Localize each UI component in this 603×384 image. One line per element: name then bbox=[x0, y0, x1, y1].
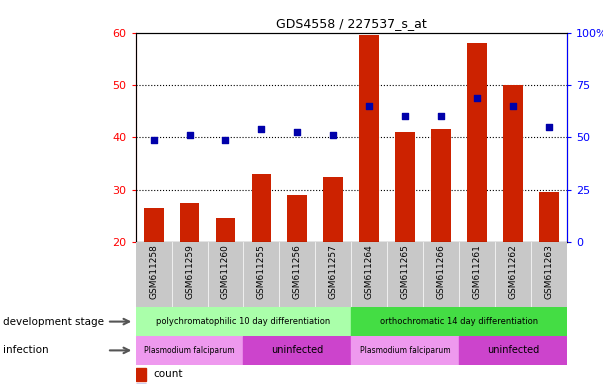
Bar bbox=[279, 242, 315, 307]
Bar bbox=[180, 203, 200, 242]
Bar bbox=[459, 242, 495, 307]
Bar bbox=[431, 129, 451, 242]
Bar bbox=[539, 192, 559, 242]
Point bbox=[436, 113, 446, 119]
Point bbox=[400, 113, 410, 119]
Point bbox=[292, 129, 302, 135]
Text: GSM611256: GSM611256 bbox=[293, 244, 302, 299]
Point bbox=[544, 124, 554, 130]
Text: count: count bbox=[153, 369, 183, 379]
Point bbox=[364, 103, 374, 109]
Bar bbox=[351, 242, 387, 307]
Bar bbox=[244, 336, 351, 365]
Text: uninfected: uninfected bbox=[487, 345, 539, 356]
Bar bbox=[136, 242, 172, 307]
Point bbox=[508, 103, 518, 109]
Text: development stage: development stage bbox=[3, 316, 104, 327]
Bar bbox=[136, 368, 147, 381]
Bar bbox=[144, 208, 163, 242]
Bar bbox=[351, 307, 567, 336]
Bar bbox=[244, 242, 279, 307]
Bar bbox=[351, 336, 459, 365]
Text: infection: infection bbox=[3, 345, 49, 356]
Bar bbox=[315, 242, 351, 307]
Bar bbox=[323, 177, 343, 242]
Bar bbox=[216, 218, 235, 242]
Bar bbox=[136, 336, 244, 365]
Bar bbox=[503, 85, 523, 242]
Point bbox=[185, 132, 194, 138]
Text: GSM611257: GSM611257 bbox=[329, 244, 338, 299]
Point bbox=[329, 132, 338, 138]
Bar bbox=[423, 242, 459, 307]
Text: GSM611265: GSM611265 bbox=[400, 244, 409, 299]
Text: GSM611261: GSM611261 bbox=[473, 244, 482, 299]
Text: orthochromatic 14 day differentiation: orthochromatic 14 day differentiation bbox=[380, 317, 538, 326]
Bar bbox=[495, 242, 531, 307]
Bar bbox=[359, 35, 379, 242]
Point bbox=[221, 137, 230, 143]
Text: GSM611266: GSM611266 bbox=[437, 244, 446, 299]
Bar bbox=[172, 242, 207, 307]
Text: Plasmodium falciparum: Plasmodium falciparum bbox=[144, 346, 235, 355]
Bar bbox=[251, 174, 271, 242]
Bar bbox=[387, 242, 423, 307]
Text: GSM611260: GSM611260 bbox=[221, 244, 230, 299]
Text: GSM611259: GSM611259 bbox=[185, 244, 194, 299]
Text: polychromatophilic 10 day differentiation: polychromatophilic 10 day differentiatio… bbox=[156, 317, 330, 326]
Text: Plasmodium falciparum: Plasmodium falciparum bbox=[360, 346, 450, 355]
Text: uninfected: uninfected bbox=[271, 345, 323, 356]
Text: GSM611255: GSM611255 bbox=[257, 244, 266, 299]
Bar bbox=[459, 336, 567, 365]
Bar bbox=[531, 242, 567, 307]
Point bbox=[257, 126, 267, 132]
Bar bbox=[395, 132, 415, 242]
Text: GSM611262: GSM611262 bbox=[508, 244, 517, 299]
Text: GSM611263: GSM611263 bbox=[545, 244, 554, 299]
Point bbox=[472, 95, 482, 101]
Text: GSM611258: GSM611258 bbox=[149, 244, 158, 299]
Bar bbox=[467, 43, 487, 242]
Title: GDS4558 / 227537_s_at: GDS4558 / 227537_s_at bbox=[276, 17, 426, 30]
Point bbox=[149, 137, 159, 143]
Bar bbox=[207, 242, 244, 307]
Text: GSM611264: GSM611264 bbox=[365, 244, 374, 299]
Bar bbox=[288, 195, 308, 242]
Bar bbox=[136, 307, 351, 336]
